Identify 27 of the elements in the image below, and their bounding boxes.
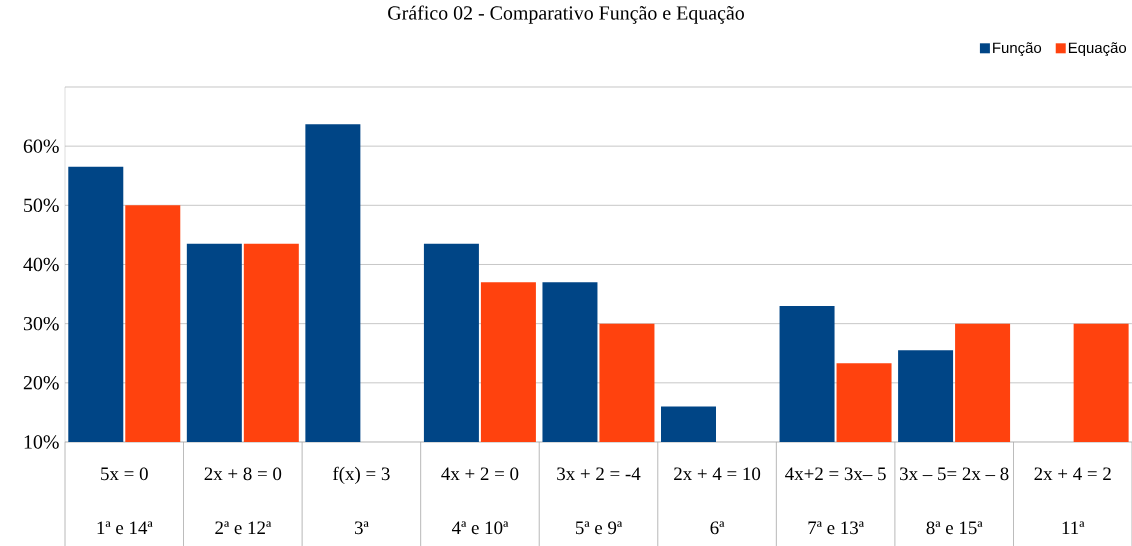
text: 3ª [354, 521, 369, 535]
y-tick-label: 40% [23, 257, 59, 272]
x-tick-label: 2x + 4 = 10 [674, 467, 761, 481]
y-tick-label: 50% [24, 198, 59, 213]
x-tick-label: 4x + 2 = 0 [441, 467, 519, 481]
x-tick-label: 2x + 4 = 2 [1034, 467, 1111, 480]
x-tick-label: 2x + 8 = 0 [204, 467, 282, 481]
text: 1ª e 14ª [97, 521, 153, 535]
legend-label: Função [993, 42, 1042, 57]
x-tick-label: 3x – 5= 2x – 8 [900, 467, 1009, 481]
x-tick-label: 5x = 0 [101, 467, 148, 481]
y-tick-label: 20% [23, 376, 59, 390]
chart-title: Gráfico 02 - Comparativo Função e Equação [388, 5, 744, 24]
legend-label: Equação [1068, 42, 1127, 57]
text: 7ª e 13ª [808, 521, 864, 535]
x-tick-label: 4x+2 = 3x– 5 [785, 467, 886, 481]
x-tick-label: f(x) = 3 [332, 466, 390, 485]
text: 4ª e 10ª [451, 521, 509, 535]
text: 2ª e 12ª [215, 521, 272, 535]
x-tick-label: 3x + 2 = -4 [557, 467, 641, 481]
text: 6ª [710, 521, 725, 535]
text: 5ª e 9ª [575, 521, 623, 535]
y-tick-label: 60% [23, 139, 59, 153]
y-tick-label: 30% [23, 316, 59, 331]
y-tick-label: 10% [24, 435, 59, 449]
text: 8ª e 15ª [926, 521, 983, 535]
text: 11ª [1062, 521, 1085, 534]
